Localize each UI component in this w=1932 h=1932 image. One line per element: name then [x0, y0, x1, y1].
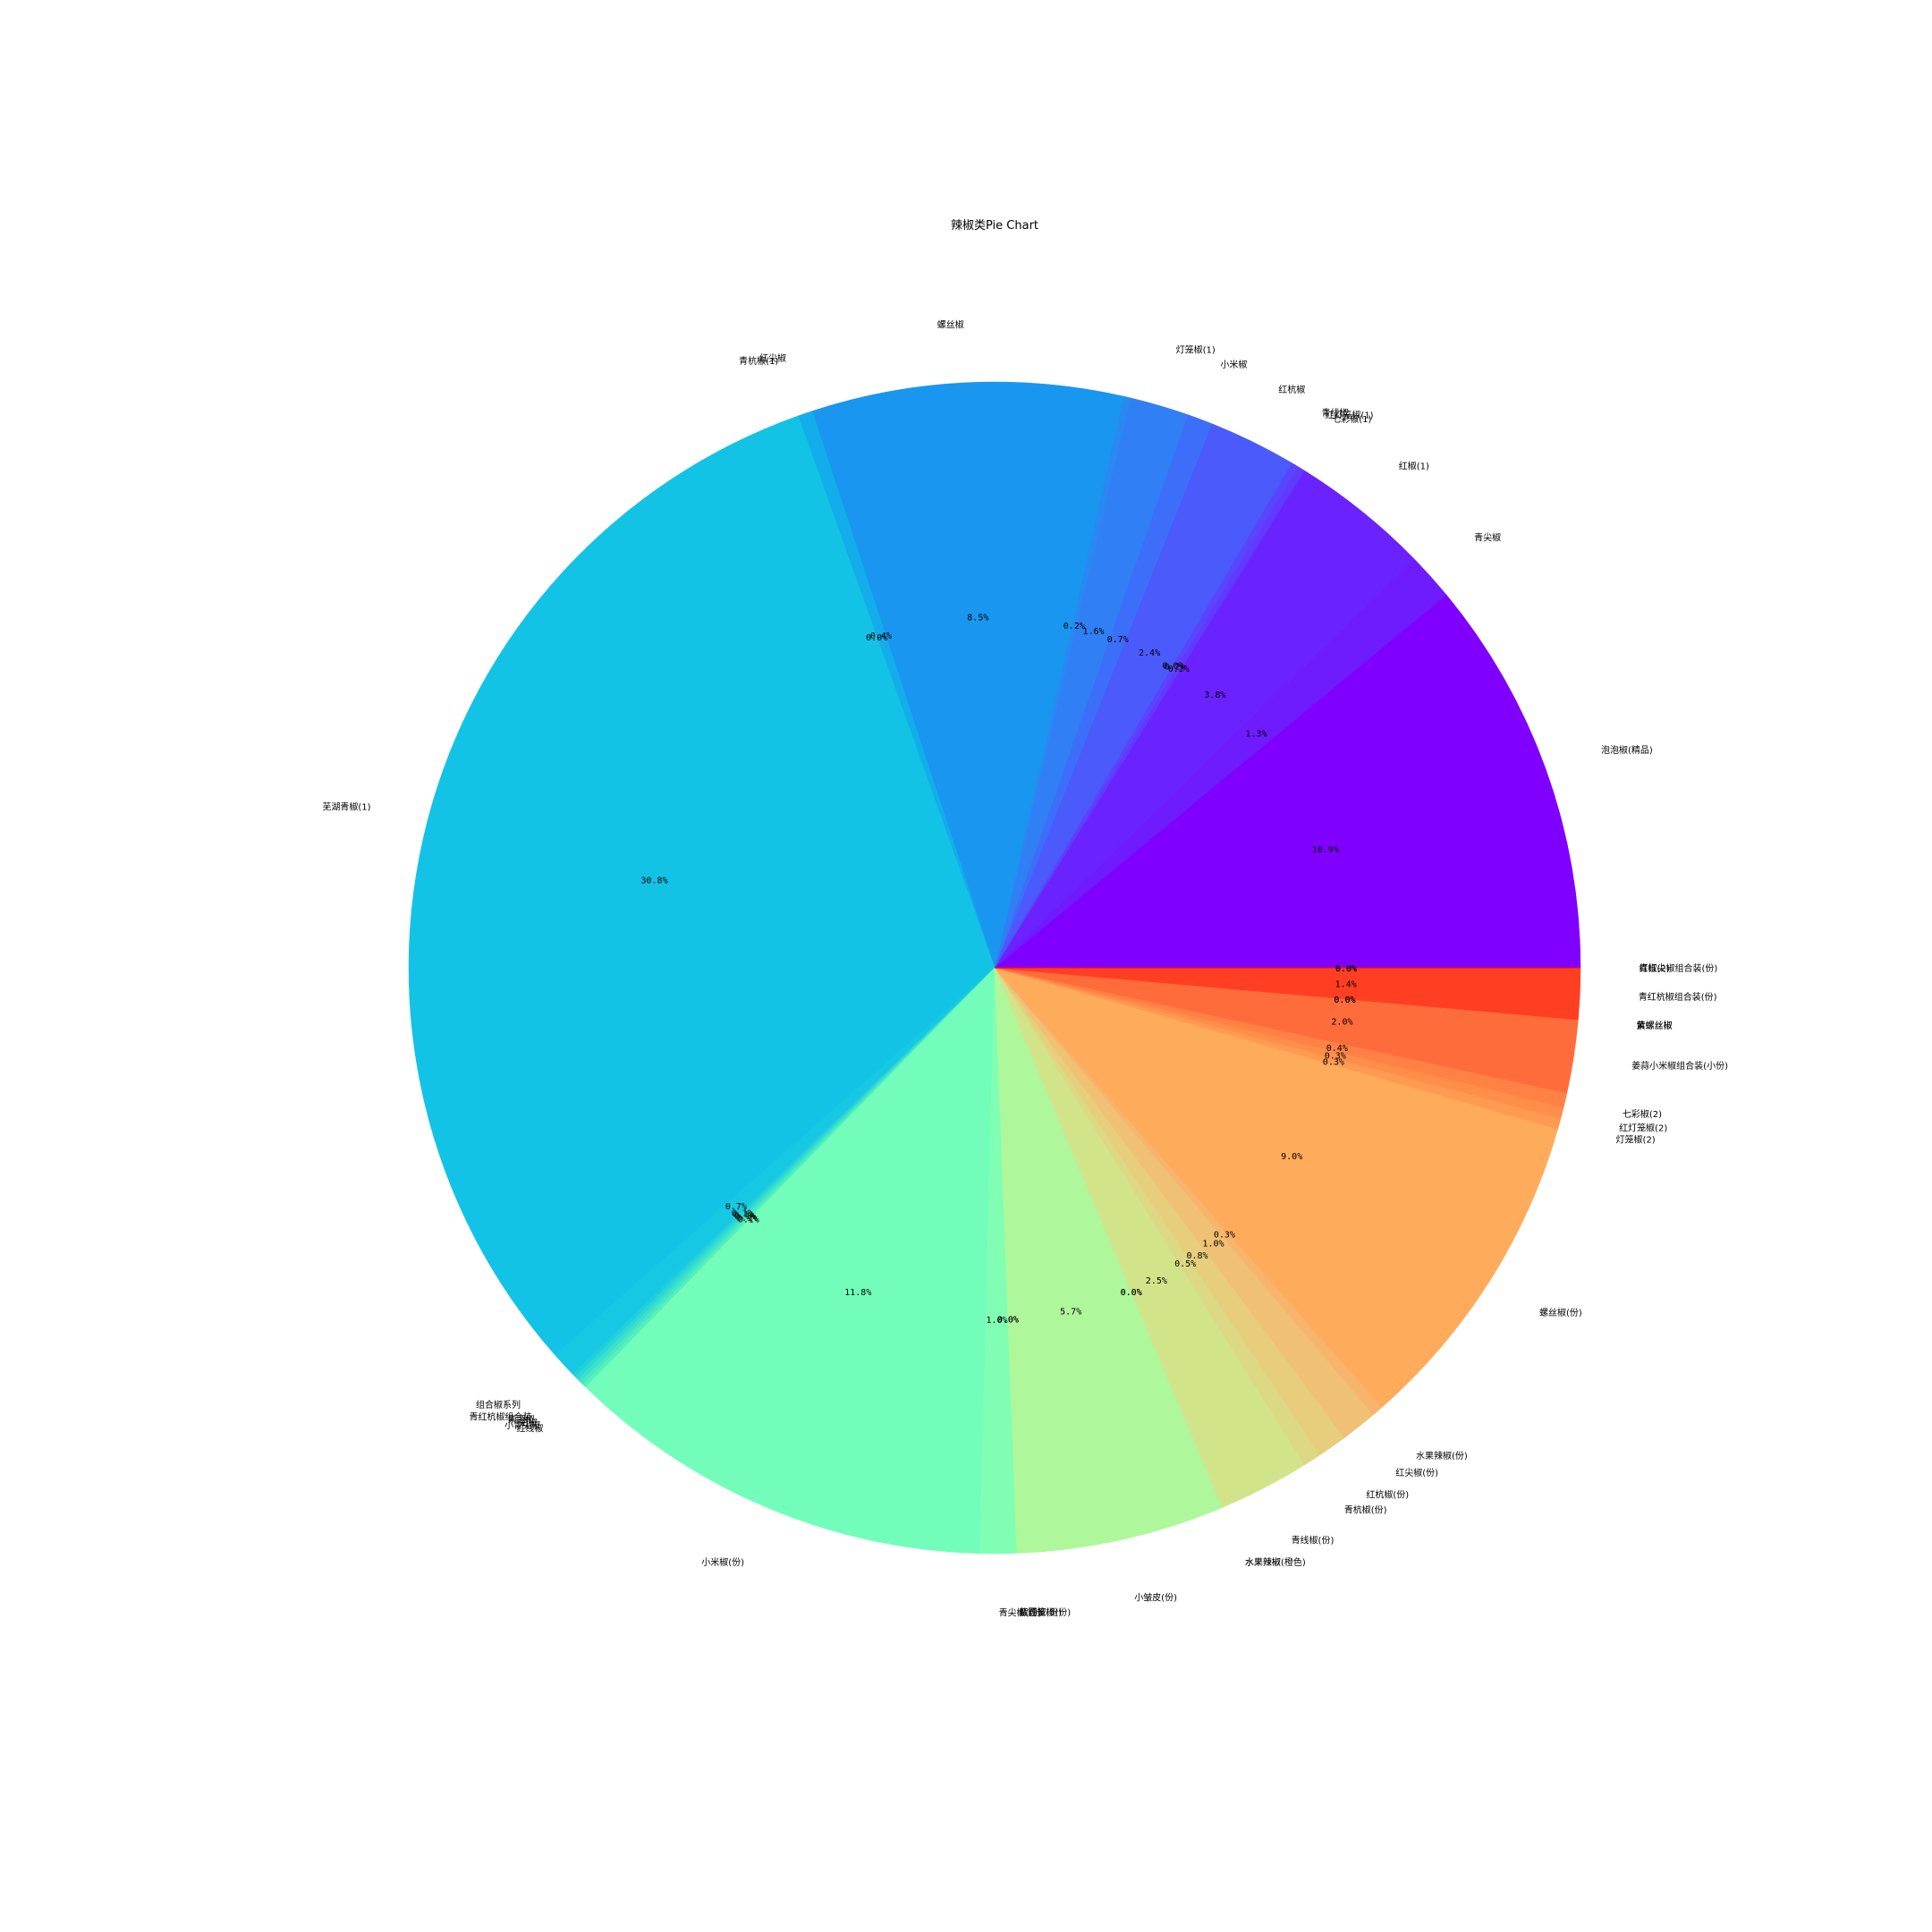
slice-label-22: 红灯笼椒(份) — [1019, 1606, 1071, 1618]
slice-percent-17: 0.1% — [734, 1212, 756, 1222]
slice-percent-8: 1.6% — [1082, 627, 1104, 637]
slice-label-10: 螺丝椒 — [937, 318, 964, 330]
slice-label-32: 螺丝椒(份) — [1539, 1307, 1582, 1318]
slice-percent-20: 11.8% — [844, 1288, 871, 1298]
slice-label-11: 红尖椒 — [759, 352, 786, 364]
slice-label-29: 红杭椒(份) — [1366, 1489, 1409, 1501]
chart-title: 辣椒类Pie Chart — [951, 219, 1038, 233]
slice-percent-30: 1.0% — [1202, 1240, 1224, 1250]
slice-label-27: 青线椒(份) — [1292, 1535, 1335, 1546]
pie-slice-20 — [585, 967, 996, 1555]
slice-label-31: 水果辣椒(份) — [1416, 1450, 1468, 1462]
slice-percent-6: 2.4% — [1139, 648, 1160, 658]
slice-label-37: 紫螺丝椒 — [1637, 1020, 1673, 1031]
slice-label-6: 红杭椒 — [1278, 384, 1305, 395]
slice-percent-35: 0.4% — [1326, 1044, 1348, 1054]
slice-label-30: 红尖椒(份) — [1395, 1467, 1438, 1479]
slice-percent-23: 0.0% — [997, 1316, 1019, 1326]
slice-label-5: 青线椒 — [1322, 407, 1349, 419]
slice-label-33: 灯笼椒(2) — [1616, 1134, 1656, 1146]
slice-percent-5: 0.0% — [1162, 661, 1183, 671]
slice-label-19: 红线椒 — [516, 1422, 543, 1434]
slice-percent-16: 0.1% — [733, 1210, 754, 1220]
slice-label-14: 组合椒系列 — [476, 1399, 521, 1411]
slice-percent-24: 5.7% — [1060, 1308, 1081, 1318]
slice-percent-3: 0.2% — [1168, 665, 1190, 674]
slice-percent-10: 8.5% — [967, 613, 988, 623]
slice-percent-12: 0.0% — [866, 633, 887, 643]
slice-percent-18: 0.1% — [736, 1214, 758, 1224]
slice-percent-29: 0.8% — [1187, 1251, 1208, 1261]
slice-percent-28: 0.5% — [1174, 1259, 1196, 1269]
slice-percent-19: 0.1% — [738, 1216, 759, 1225]
pie-slices — [408, 381, 1581, 1555]
slice-percent-2: 3.8% — [1204, 691, 1225, 700]
slice-percent-37: 0.0% — [1334, 996, 1355, 1005]
slice-percent-1: 1.3% — [1245, 729, 1267, 739]
slice-percent-41: 0.0% — [1335, 964, 1357, 974]
slice-label-8: 灯笼椒(1) — [1176, 344, 1216, 356]
slice-percent-9: 0.2% — [1063, 622, 1085, 631]
slice-percent-22: 0.0% — [997, 1316, 1019, 1326]
slice-label-18: 小青尖椒 — [504, 1419, 540, 1431]
slice-label-4: 红灯笼椒(1) — [1325, 409, 1373, 420]
pie-slice-32 — [994, 967, 1559, 1408]
pie-slice-24 — [994, 967, 1223, 1554]
slice-percent-32: 9.0% — [1281, 1152, 1302, 1162]
slice-percent-27: 2.5% — [1146, 1276, 1167, 1286]
slice-label-42: 青红尖椒组合装(份) — [1640, 962, 1718, 974]
slice-label-39: 青红杭椒组合装(份) — [1639, 991, 1717, 1003]
slice-label-16: 紫圆椒 — [508, 1414, 535, 1426]
slice-label-7: 小米椒 — [1220, 359, 1247, 370]
slice-percent-33: 0.3% — [1323, 1058, 1344, 1068]
slice-label-24: 小皱皮(份) — [1134, 1591, 1177, 1603]
slice-percent-39: 1.4% — [1335, 979, 1357, 989]
slice-percent-36: 2.0% — [1331, 1018, 1352, 1028]
slice-label-38: 黄螺丝椒 — [1637, 1020, 1673, 1031]
slice-percent-25: 0.0% — [1121, 1288, 1142, 1298]
slice-label-40: 红椒(2) — [1640, 962, 1670, 974]
slice-percent-21: 1.0% — [986, 1316, 1007, 1326]
slice-label-28: 青杭椒(份) — [1344, 1504, 1387, 1515]
slice-percent-31: 0.3% — [1214, 1230, 1235, 1240]
slice-percent-11: 0.4% — [870, 631, 892, 641]
slice-percent-40: 0.0% — [1335, 964, 1357, 974]
slice-label-2: 红椒(1) — [1399, 461, 1429, 472]
pie-slice-10 — [811, 381, 1124, 969]
slice-label-26: 水果辣椒(橙色) — [1245, 1556, 1306, 1568]
percent-labels: 10.9%1.3%3.8%0.2%0.2%0.0%2.4%0.7%1.6%0.2… — [640, 613, 1357, 1326]
slice-labels: 泡泡椒(精品)青尖椒红椒(1)七彩椒(1)红灯笼椒(1)青线椒红杭椒小米椒灯笼椒… — [322, 318, 1728, 1618]
slice-percent-0: 10.9% — [1312, 845, 1339, 855]
slice-percent-34: 0.3% — [1325, 1051, 1346, 1061]
slice-percent-7: 0.7% — [1107, 635, 1129, 645]
slice-label-15: 青红杭椒组合装 — [470, 1411, 532, 1422]
pie-slice-0 — [994, 594, 1581, 969]
slice-label-12: 青杭椒(1) — [739, 355, 778, 367]
slice-percent-14: 0.7% — [725, 1202, 747, 1212]
slice-percent-13: 30.8% — [640, 876, 667, 886]
slice-label-1: 青尖椒 — [1474, 532, 1501, 544]
slice-label-20: 小米椒(份) — [701, 1556, 744, 1568]
slice-label-35: 七彩椒(2) — [1623, 1108, 1662, 1120]
slice-label-23: 紫圆椒(份) — [1019, 1606, 1062, 1618]
slice-label-17: 彩椒 — [520, 1417, 538, 1428]
slice-label-3: 七彩椒(1) — [1332, 413, 1371, 425]
slice-label-25: 水果辣椒 — [1245, 1556, 1281, 1568]
slice-percent-15: 0.1% — [732, 1208, 753, 1218]
slice-label-13: 芜湖青椒(1) — [322, 801, 370, 812]
slice-percent-42: 0.0% — [1335, 964, 1357, 974]
slice-label-0: 泡泡椒(精品) — [1601, 744, 1653, 756]
slice-percent-26: 0.0% — [1121, 1288, 1142, 1298]
slice-label-36: 姜蒜小米椒组合装(小份) — [1631, 1060, 1728, 1072]
slice-label-34: 红灯笼椒(2) — [1619, 1122, 1667, 1133]
slice-percent-4: 0.2% — [1164, 663, 1185, 673]
pie-slice-13 — [408, 415, 996, 1356]
slice-label-21: 青尖椒(份) — [999, 1606, 1042, 1618]
slice-percent-38: 0.0% — [1334, 996, 1355, 1005]
